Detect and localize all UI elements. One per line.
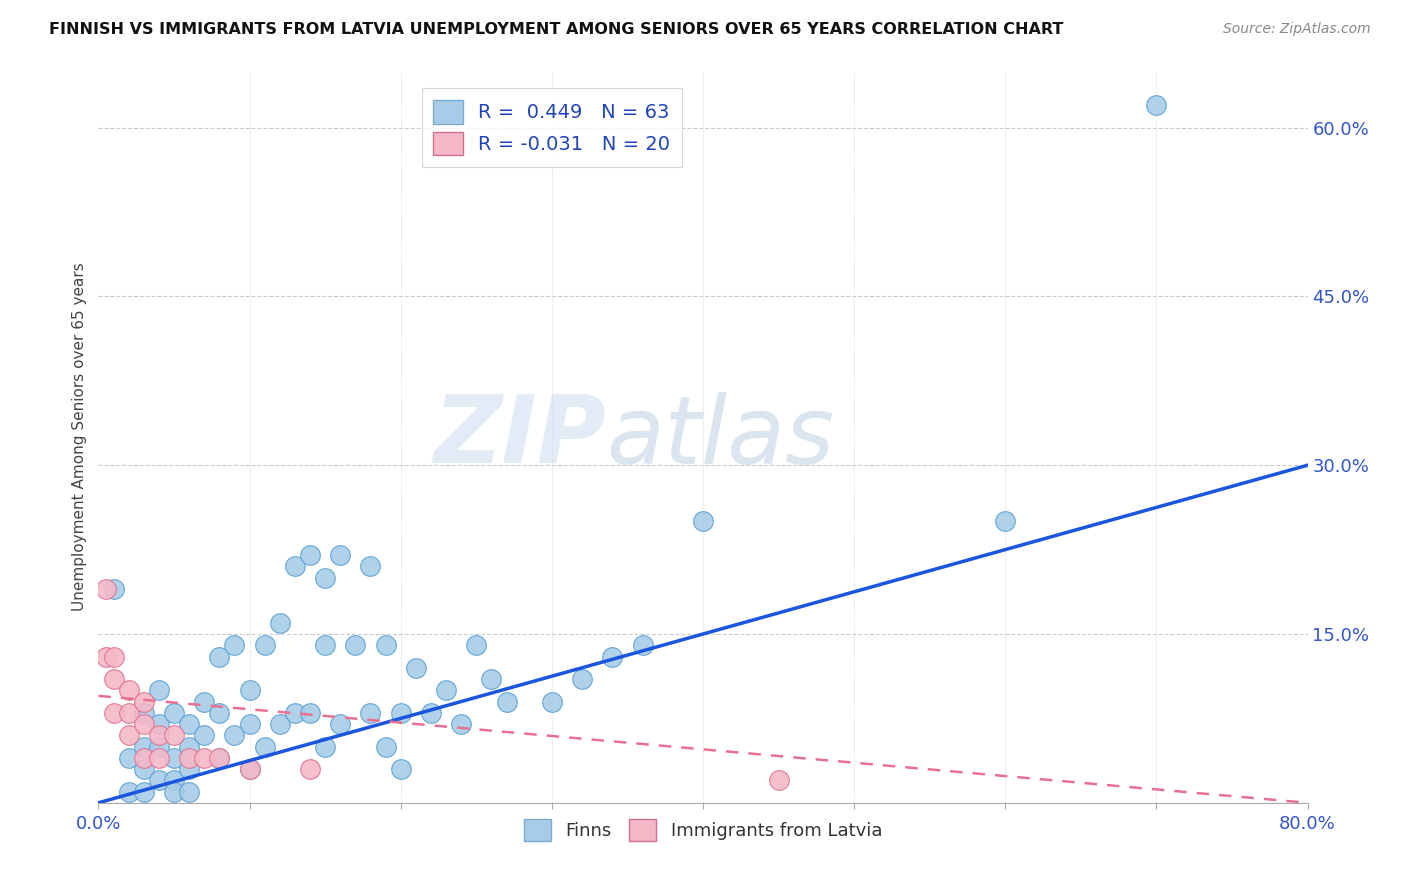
Point xyxy=(329,548,352,562)
Point xyxy=(299,548,322,562)
Point xyxy=(179,739,201,754)
Point xyxy=(284,706,307,720)
Point xyxy=(148,683,170,698)
Point xyxy=(132,751,155,765)
Point xyxy=(132,717,155,731)
Point xyxy=(374,638,396,652)
Point xyxy=(118,751,141,765)
Point xyxy=(239,683,262,698)
Y-axis label: Unemployment Among Seniors over 65 years: Unemployment Among Seniors over 65 years xyxy=(72,263,87,611)
Text: FINNISH VS IMMIGRANTS FROM LATVIA UNEMPLOYMENT AMONG SENIORS OVER 65 YEARS CORRE: FINNISH VS IMMIGRANTS FROM LATVIA UNEMPL… xyxy=(49,22,1063,37)
Point xyxy=(118,784,141,798)
Point xyxy=(314,739,336,754)
Point xyxy=(148,717,170,731)
Point xyxy=(314,571,336,585)
Point xyxy=(602,649,624,664)
Point xyxy=(571,672,593,686)
Point xyxy=(208,649,231,664)
Point xyxy=(118,706,141,720)
Point xyxy=(103,672,125,686)
Point xyxy=(495,694,517,708)
Point xyxy=(299,762,322,776)
Point xyxy=(239,717,262,731)
Point xyxy=(208,706,231,720)
Point xyxy=(179,717,201,731)
Point xyxy=(224,638,246,652)
Point xyxy=(132,762,155,776)
Point xyxy=(132,784,155,798)
Point xyxy=(374,739,396,754)
Point xyxy=(450,717,472,731)
Point xyxy=(465,638,488,652)
Point xyxy=(148,751,170,765)
Point xyxy=(163,706,186,720)
Point xyxy=(208,751,231,765)
Point xyxy=(148,728,170,742)
Point xyxy=(631,638,654,652)
Point xyxy=(269,615,291,630)
Point xyxy=(148,773,170,788)
Point xyxy=(193,728,215,742)
Point xyxy=(179,751,201,765)
Point xyxy=(1144,98,1167,112)
Text: ZIP: ZIP xyxy=(433,391,606,483)
Point xyxy=(132,739,155,754)
Point xyxy=(163,784,186,798)
Point xyxy=(434,683,457,698)
Point xyxy=(193,751,215,765)
Point xyxy=(208,751,231,765)
Point xyxy=(239,762,262,776)
Point xyxy=(132,694,155,708)
Point xyxy=(94,649,117,664)
Point xyxy=(360,559,382,574)
Point xyxy=(540,694,562,708)
Point xyxy=(118,728,141,742)
Point xyxy=(193,694,215,708)
Text: atlas: atlas xyxy=(606,392,835,483)
Point xyxy=(148,739,170,754)
Point xyxy=(284,559,307,574)
Point xyxy=(103,706,125,720)
Point xyxy=(269,717,291,731)
Point xyxy=(481,672,503,686)
Point xyxy=(314,638,336,652)
Point xyxy=(253,739,276,754)
Point xyxy=(344,638,367,652)
Point xyxy=(253,638,276,652)
Point xyxy=(389,706,412,720)
Point xyxy=(420,706,443,720)
Point xyxy=(103,649,125,664)
Point xyxy=(179,762,201,776)
Legend: Finns, Immigrants from Latvia: Finns, Immigrants from Latvia xyxy=(516,812,890,848)
Point xyxy=(360,706,382,720)
Point xyxy=(299,706,322,720)
Point xyxy=(103,582,125,596)
Point xyxy=(692,515,714,529)
Point xyxy=(224,728,246,742)
Point xyxy=(163,728,186,742)
Point xyxy=(329,717,352,731)
Text: Source: ZipAtlas.com: Source: ZipAtlas.com xyxy=(1223,22,1371,37)
Point xyxy=(768,773,790,788)
Point xyxy=(994,515,1017,529)
Point xyxy=(163,751,186,765)
Point xyxy=(179,784,201,798)
Point xyxy=(389,762,412,776)
Point xyxy=(118,683,141,698)
Point xyxy=(163,773,186,788)
Point xyxy=(405,661,427,675)
Point xyxy=(239,762,262,776)
Point xyxy=(132,706,155,720)
Point xyxy=(94,582,117,596)
